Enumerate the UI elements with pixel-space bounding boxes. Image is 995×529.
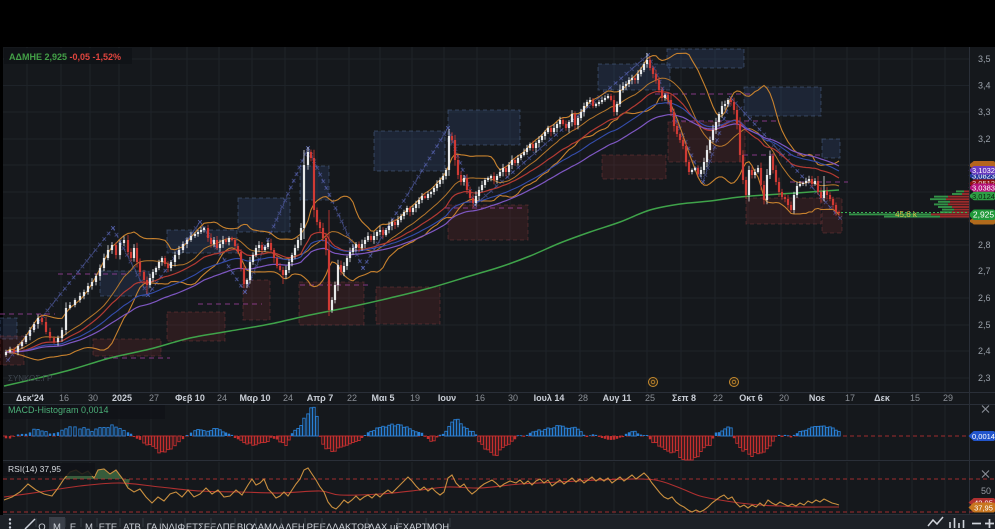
svg-text:3,2: 3,2 <box>978 134 991 144</box>
svg-text:3,0383: 3,0383 <box>972 184 995 193</box>
svg-text:24: 24 <box>283 393 293 403</box>
svg-text:27: 27 <box>149 393 159 403</box>
svg-text:2,4: 2,4 <box>978 346 991 356</box>
svg-text:Μ: Μ <box>85 522 93 529</box>
svg-text:2,8: 2,8 <box>978 240 991 250</box>
svg-text:19: 19 <box>410 393 420 403</box>
svg-text:3,4: 3,4 <box>978 81 991 91</box>
svg-text:2,7: 2,7 <box>978 266 991 276</box>
svg-text:ΣΥΝΚΟΣ.ΓΡ: ΣΥΝΚΟΣ.ΓΡ <box>8 374 52 383</box>
svg-text:ΛΑΜΔΑ: ΛΑΜΔΑ <box>251 522 285 529</box>
svg-text:RSI(14) 37,95: RSI(14) 37,95 <box>8 464 61 474</box>
svg-text:Ιουν: Ιουν <box>438 393 456 403</box>
svg-text:30: 30 <box>508 393 518 403</box>
svg-text:28: 28 <box>578 393 588 403</box>
svg-text:Οκτ 6: Οκτ 6 <box>739 393 763 403</box>
svg-text:ΕΧΑΡΤ: ΕΧΑΡΤ <box>396 522 427 529</box>
svg-text:MACD-Histogram 0,0014: MACD-Histogram 0,0014 <box>8 405 109 415</box>
svg-text:Νοε: Νοε <box>809 393 826 403</box>
svg-text:29: 29 <box>943 393 953 403</box>
svg-text:3,0124: 3,0124 <box>972 192 995 201</box>
svg-text:20: 20 <box>779 393 789 403</box>
svg-text:Ιουλ 14: Ιουλ 14 <box>534 393 565 403</box>
svg-text:22: 22 <box>713 393 723 403</box>
svg-text:Μ: Μ <box>53 522 61 529</box>
svg-text:Ο: Ο <box>38 522 45 529</box>
svg-text:3,3: 3,3 <box>978 107 991 117</box>
svg-text:Μαρ 10: Μαρ 10 <box>239 393 270 403</box>
svg-text:Αυγ 11: Αυγ 11 <box>603 393 632 403</box>
svg-text:ΡΕ: ΡΕ <box>307 522 320 529</box>
svg-text:ΜΟΗ: ΜΟΗ <box>427 522 449 529</box>
svg-text:22: 22 <box>347 393 357 403</box>
svg-text:ΑΔΜΗΕ 2,925 -0,05 -1,52%: ΑΔΜΗΕ 2,925 -0,05 -1,52% <box>9 52 121 62</box>
svg-text:0,0014: 0,0014 <box>972 432 995 441</box>
svg-text:Σεπ 8: Σεπ 8 <box>672 393 696 403</box>
svg-text:15: 15 <box>910 393 920 403</box>
svg-text:24: 24 <box>217 393 227 403</box>
svg-text:3,1032: 3,1032 <box>972 166 995 175</box>
svg-text:ΕΛΠΕ: ΕΛΠΕ <box>210 522 236 529</box>
svg-text:45,6 k: 45,6 k <box>895 210 918 219</box>
svg-text:2025: 2025 <box>112 393 132 403</box>
svg-text:ΕΤΕ: ΕΤΕ <box>99 522 117 529</box>
svg-text:3,5: 3,5 <box>978 54 991 64</box>
svg-text:ΕΤΣΕ: ΕΤΣΕ <box>186 522 210 529</box>
svg-text:Φεβ 10: Φεβ 10 <box>175 393 205 403</box>
svg-text:ΔΕΗ: ΔΕΗ <box>285 522 305 529</box>
svg-text:Απρ 7: Απρ 7 <box>307 393 333 403</box>
svg-text:17: 17 <box>845 393 855 403</box>
svg-text:25: 25 <box>645 393 655 403</box>
svg-text:16: 16 <box>475 393 485 403</box>
svg-text:Δεκ'24: Δεκ'24 <box>16 393 44 403</box>
svg-text:30: 30 <box>88 393 98 403</box>
svg-text:Ε: Ε <box>70 522 76 529</box>
svg-text:ΔΑΧ μί: ΔΑΧ μί <box>368 522 398 529</box>
svg-text:2,925: 2,925 <box>973 210 995 220</box>
svg-text:37,95: 37,95 <box>974 503 993 512</box>
svg-text:ΕΛΛΑΚΤΩΡ: ΕΛΛΑΚΤΩΡ <box>320 522 371 529</box>
svg-text:16: 16 <box>59 393 69 403</box>
svg-text:ΙΝΛΙΦ: ΙΝΛΙΦ <box>159 522 185 529</box>
svg-text:Μαι 5: Μαι 5 <box>371 393 394 403</box>
svg-text:ΓΑ: ΓΑ <box>147 522 158 529</box>
svg-text:50: 50 <box>981 486 991 496</box>
svg-text:Δεκ: Δεκ <box>874 393 891 403</box>
svg-text:2,3: 2,3 <box>978 373 991 383</box>
svg-text:ΒΙΟ: ΒΙΟ <box>237 522 253 529</box>
svg-text:3,0823: 3,0823 <box>972 172 995 181</box>
svg-text:2,5: 2,5 <box>978 320 991 330</box>
svg-text:ΑΤΒ: ΑΤΒ <box>123 522 141 529</box>
svg-text:2,6: 2,6 <box>978 293 991 303</box>
